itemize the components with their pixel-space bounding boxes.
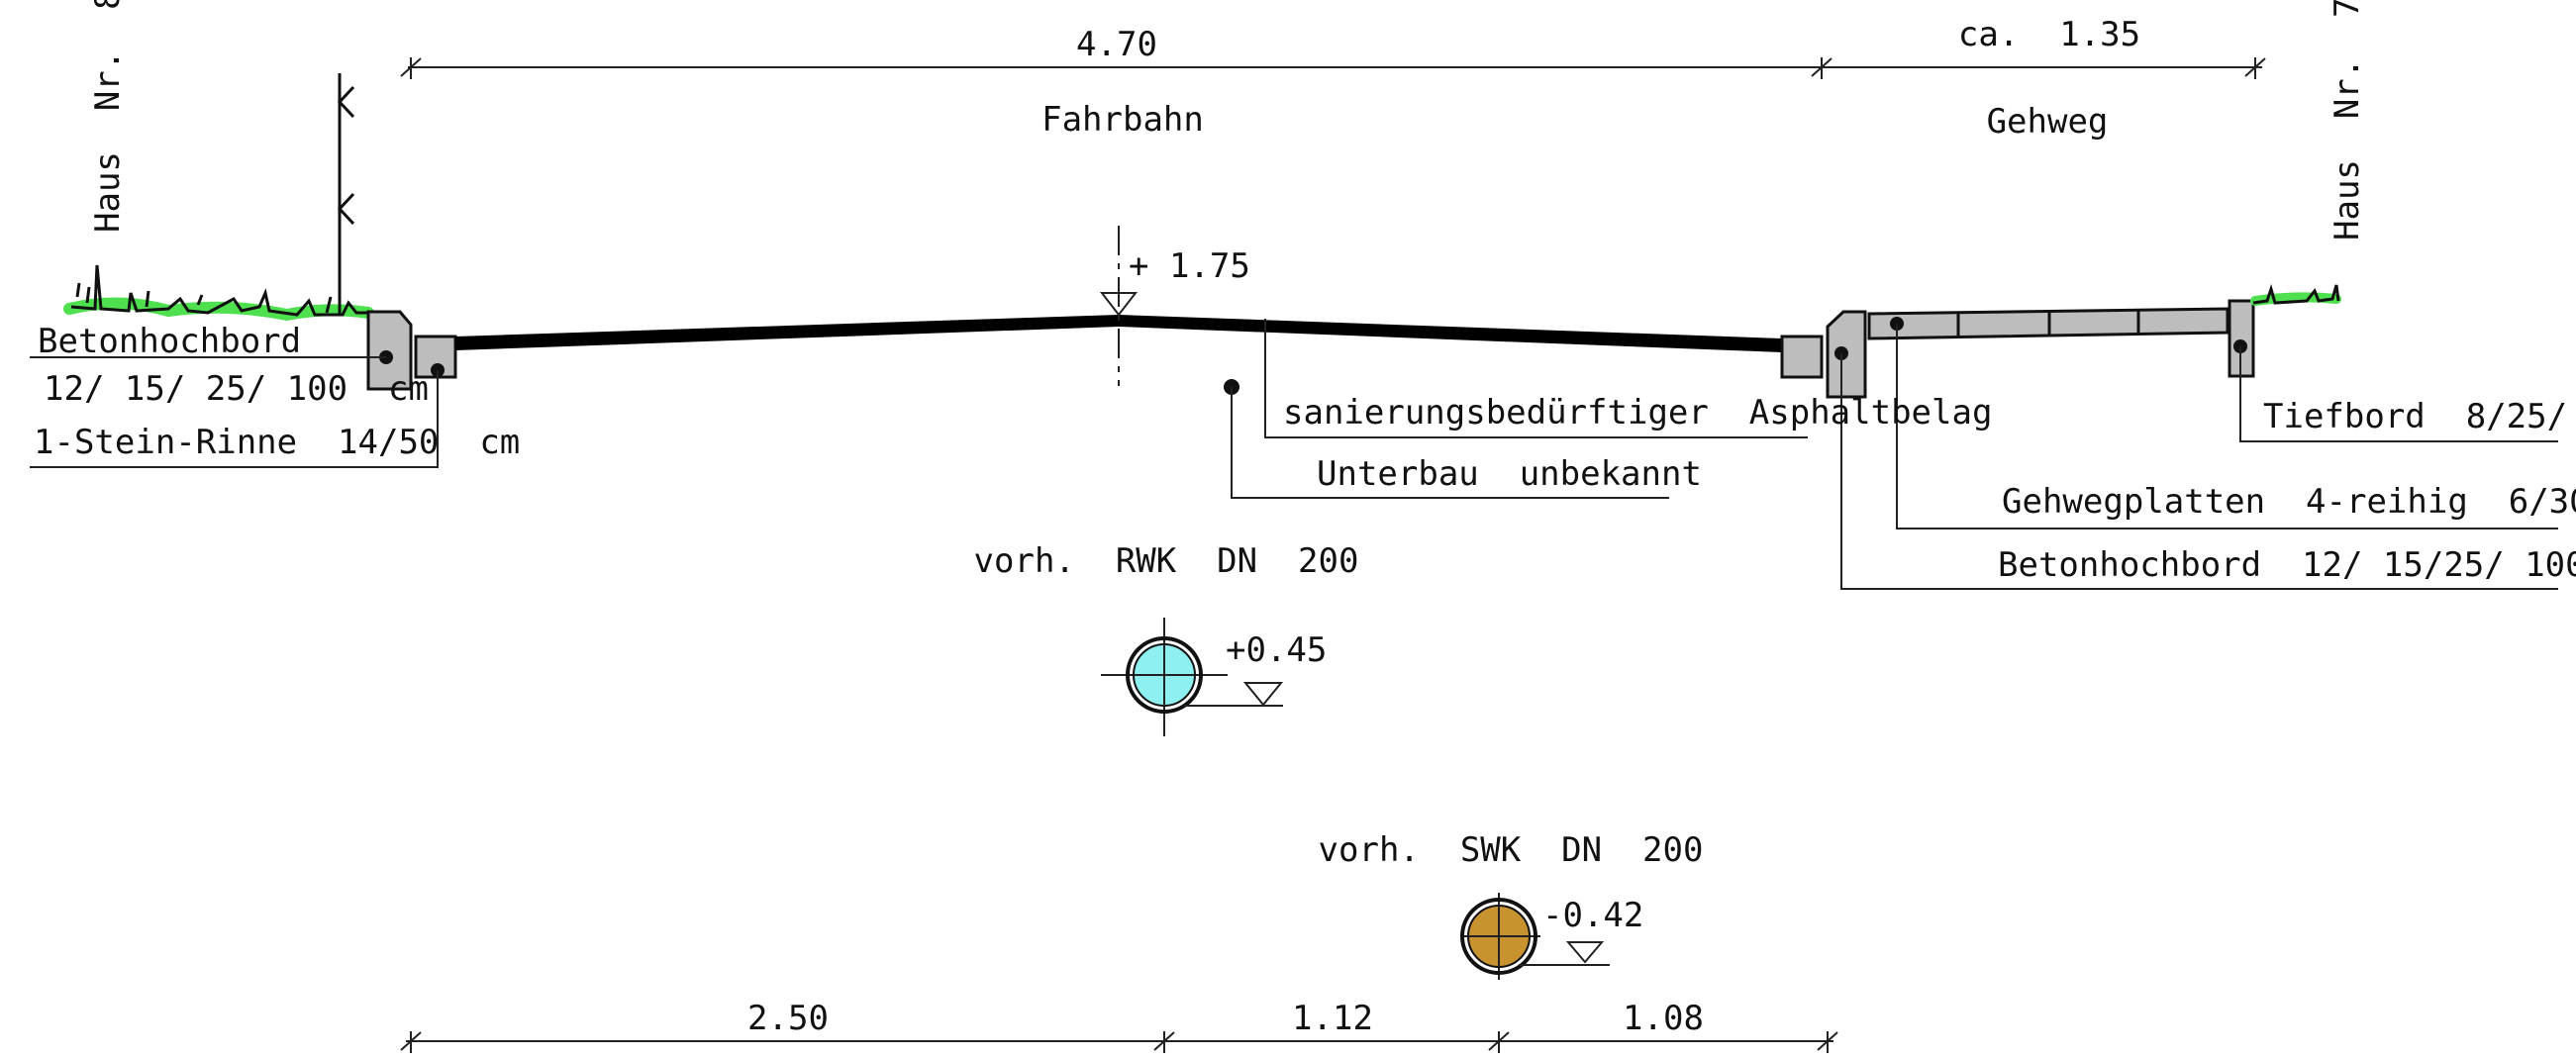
fence-post (337, 73, 355, 315)
pipe-elevation-rwk: +0.45 (1226, 630, 1327, 670)
callout-tiefbord: Tiefbord 8/25/ 100 (2263, 397, 2576, 436)
leader-left-gutter (30, 370, 439, 468)
pipe-rwk (1101, 618, 1284, 736)
sidewalk-slabs (1867, 307, 2229, 340)
leader-gehwegplatten (1896, 324, 2558, 530)
dimension-roadway-width: 4.70 (1076, 25, 1157, 64)
leader-subbase (1224, 379, 1669, 499)
callout-left-curb-size: 12/ 15/ 25/ 100 cm (44, 369, 429, 409)
crown-elevation-value: + 1.75 (1129, 246, 1250, 286)
callout-gehwegplatten: Gehwegplatten 4-reihig 6/30/30 cm (2002, 482, 2576, 522)
top-dimension-line (400, 57, 2266, 79)
left-gutter (414, 335, 457, 379)
leader-right-curb (1840, 353, 2558, 590)
house-label-right: Haus Nr. 7 (2328, 0, 2367, 241)
asphalt-roadway (455, 315, 1782, 352)
left-terrain (63, 264, 374, 322)
bottom-dimension-line (400, 1031, 1838, 1053)
pipe-label-rwk: vorh. RWK DN 200 (974, 541, 1359, 581)
left-curb (366, 310, 413, 391)
callout-left-gutter: 1-Stein-Rinne 14/50 cm (34, 423, 520, 462)
house-label-left: Haus Nr. 8 (88, 0, 128, 233)
right-terrain (2250, 283, 2341, 306)
dimension-swk-to-curb: 1.08 (1623, 999, 1704, 1038)
dimension-rwk-to-swk: 1.12 (1292, 999, 1373, 1038)
right-curb (1826, 310, 1867, 399)
zone-label-fahrbahn: Fahrbahn (1041, 100, 1204, 140)
dimension-sidewalk-width: ca. 1.35 (1958, 15, 2140, 54)
zone-label-gehweg: Gehweg (1987, 102, 2109, 142)
pipe-elevation-swk: -0.42 (1542, 896, 1643, 935)
right-gutter (1780, 335, 1824, 379)
pipe-label-swk: vorh. SWK DN 200 (1319, 830, 1704, 870)
leader-asphalt (1264, 319, 1808, 438)
callout-subbase: Unterbau unbekannt (1317, 454, 1702, 494)
leader-tiefbord (2239, 346, 2558, 442)
callout-asphalt: sanierungsbedürftiger Asphaltbelag (1283, 393, 1992, 433)
dimension-left-to-rwk: 2.50 (747, 999, 829, 1038)
crown-elevation-marker (1099, 226, 1139, 386)
callout-left-curb-name: Betonhochbord (38, 322, 301, 361)
pipe-swk (1460, 893, 1610, 980)
callout-right-curb: Betonhochbord 12/ 15/25/ 100 cm (1998, 545, 2576, 585)
